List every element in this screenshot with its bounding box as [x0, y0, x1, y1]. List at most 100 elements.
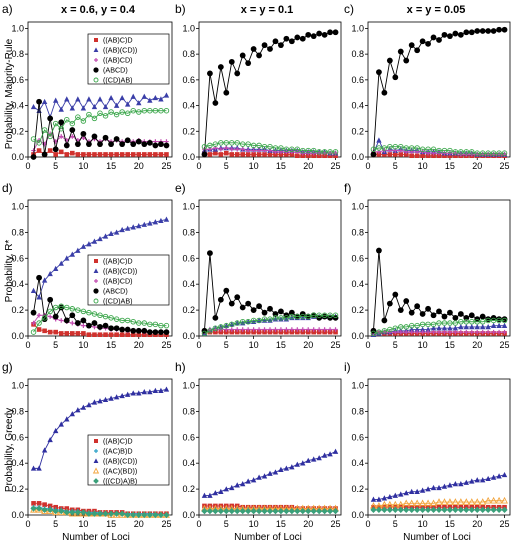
data-point — [245, 148, 251, 153]
data-point — [403, 152, 409, 157]
data-point — [224, 150, 229, 156]
data-point — [251, 329, 256, 335]
data-point — [403, 506, 410, 513]
x-tick-label: 10 — [78, 519, 88, 529]
y-tick-label: 1.0 — [182, 201, 195, 211]
data-point — [387, 493, 393, 500]
data-point — [41, 277, 48, 283]
data-point — [458, 149, 464, 155]
data-point — [240, 504, 245, 510]
panel-e: 0.0 0.2 0.4 0.6 0.8 1.0 0 5 10 15 20 25 — [182, 199, 342, 350]
data-point — [294, 313, 301, 320]
x-tick-label: 0 — [25, 161, 30, 171]
data-point — [201, 507, 208, 515]
data-point — [496, 322, 502, 328]
data-point — [141, 320, 148, 326]
data-point — [130, 152, 136, 157]
data-point — [376, 137, 382, 143]
data-point — [41, 151, 48, 158]
x-tick-label: 20 — [303, 340, 313, 350]
data-point — [103, 152, 108, 157]
data-point — [261, 143, 268, 150]
data-point — [316, 153, 322, 159]
y-tick-label: 0.0 — [182, 331, 195, 341]
data-point — [431, 329, 436, 335]
data-point — [474, 28, 481, 34]
data-point — [251, 504, 256, 510]
legend-marker — [93, 298, 99, 304]
data-point — [425, 321, 431, 328]
data-point — [142, 332, 147, 338]
data-point — [206, 507, 214, 515]
y-tick-label: 0.2 — [11, 305, 24, 315]
x-tick-label: 15 — [106, 161, 116, 171]
data-point — [218, 152, 224, 157]
data-point — [163, 107, 170, 114]
data-point — [370, 330, 377, 337]
data-point — [310, 312, 317, 319]
data-point — [430, 146, 437, 153]
panels-layer: 0.00.20.40.60.81.00 5 10 15 20 25((AB)C)D((AB… — [11, 21, 511, 529]
panel-label-h: h) — [175, 360, 186, 374]
data-point — [284, 329, 289, 335]
data-point — [447, 320, 453, 326]
panel-h: 0.0 0.2 0.4 0.6 0.8 1.0 0 5 10 15 20 25 — [182, 378, 342, 529]
data-point — [223, 287, 230, 294]
data-point — [158, 141, 164, 148]
data-point — [496, 150, 502, 156]
data-point — [431, 153, 436, 159]
x-tick-label: 5 — [224, 519, 229, 529]
data-point — [305, 329, 311, 335]
data-point — [441, 147, 448, 154]
y-tick-label: 0.4 — [351, 458, 364, 468]
data-point — [430, 325, 437, 331]
data-point — [36, 148, 42, 153]
data-point — [245, 329, 251, 335]
data-point — [289, 327, 295, 332]
data-point — [408, 499, 416, 507]
data-point — [397, 48, 404, 55]
row-label-majority-rule: Probability, Majority-Rule — [4, 38, 15, 149]
data-point — [321, 312, 328, 319]
data-point — [141, 511, 148, 519]
y-tick-label: 0.4 — [351, 279, 364, 289]
x-tick-label: 25 — [161, 340, 171, 350]
data-point — [218, 488, 224, 494]
data-point — [278, 329, 284, 335]
y-tick-label: 0.4 — [182, 458, 195, 468]
data-point — [136, 100, 142, 106]
data-point — [30, 287, 37, 293]
data-point — [256, 148, 262, 153]
series-line — [33, 305, 167, 333]
data-point — [228, 507, 235, 515]
data-point — [119, 510, 126, 517]
data-point — [435, 506, 443, 513]
y-tick-label: 0.8 — [11, 49, 24, 59]
data-point — [80, 308, 87, 315]
data-point — [453, 153, 458, 159]
data-point — [273, 329, 278, 335]
data-point — [207, 152, 213, 157]
data-point — [164, 152, 169, 157]
panel-a: 0.00.20.40.60.81.00 5 10 15 20 25((AB)C)D((AB… — [11, 21, 173, 171]
data-point — [479, 498, 487, 505]
data-point — [86, 241, 92, 247]
data-point — [424, 506, 432, 513]
data-point — [305, 153, 311, 159]
data-point — [63, 317, 70, 324]
data-point — [153, 152, 158, 157]
data-point — [310, 507, 317, 515]
data-point — [256, 329, 262, 335]
data-point — [435, 498, 443, 505]
data-point — [229, 327, 235, 332]
data-point — [305, 507, 312, 515]
data-point — [130, 141, 137, 148]
data-point — [41, 315, 48, 321]
data-point — [147, 220, 153, 226]
data-point — [490, 474, 497, 480]
data-point — [255, 507, 263, 515]
data-point — [80, 404, 87, 410]
data-point — [152, 219, 159, 225]
data-point — [278, 504, 284, 510]
